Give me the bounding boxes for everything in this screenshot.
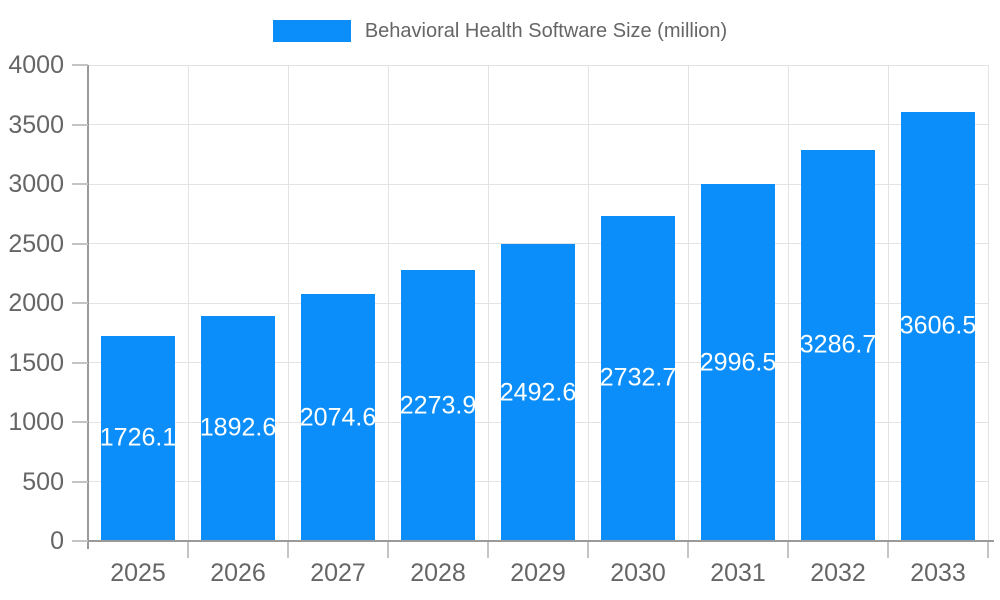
x-axis-tick	[187, 542, 189, 558]
gridline-vertical	[187, 65, 189, 541]
bar-value-label: 1726.1	[99, 423, 177, 452]
x-axis-tick	[687, 542, 689, 558]
bar-value-label: 2074.6	[299, 403, 377, 432]
x-axis-tick	[487, 542, 489, 558]
y-axis-tick	[72, 421, 88, 423]
x-axis-tick	[287, 542, 289, 558]
y-axis-tick	[72, 540, 88, 542]
bar-value-label: 2273.9	[399, 391, 477, 420]
gridline-vertical	[487, 65, 489, 541]
y-axis-tick-label: 2000	[8, 289, 64, 317]
y-axis-tick	[72, 480, 88, 483]
gridline-vertical	[887, 65, 889, 541]
legend-item[interactable]: Behavioral Health Software Size (million…	[272, 19, 728, 43]
plot-area: 1726.1 1892.6 2074.6 2273.9 2492.6 2732.7 2996…	[88, 64, 989, 541]
y-axis-line	[87, 65, 89, 549]
bar-value-label: 2996.5	[699, 348, 777, 377]
x-axis-tick-label: 2030	[610, 559, 666, 587]
bar-2027[interactable]: 2074.6	[299, 294, 377, 541]
bar-value-label: 3606.5	[899, 311, 977, 340]
bar-2025[interactable]: 1726.1	[99, 335, 177, 541]
y-axis-tick	[72, 302, 88, 304]
y-axis-tick	[72, 242, 88, 245]
bar-2033[interactable]: 3606.5	[899, 111, 977, 541]
y-axis-tick-label: 1500	[8, 348, 64, 377]
x-axis-line	[80, 540, 994, 542]
gridline-horizontal	[88, 124, 988, 125]
gridline-vertical	[787, 65, 789, 541]
x-axis-tick-label: 2031	[710, 559, 766, 587]
x-axis-tick-label: 2028	[410, 559, 466, 587]
bar-2028[interactable]: 2273.9	[399, 270, 477, 541]
bar-value-label: 2492.6	[499, 378, 577, 407]
gridline-horizontal	[88, 183, 988, 185]
legend-label: Behavioral Health Software Size (million…	[364, 19, 728, 42]
x-axis-tick	[987, 542, 989, 558]
bar-2029[interactable]: 2492.6	[499, 244, 577, 541]
gridline-vertical	[587, 65, 589, 541]
gridline-horizontal	[88, 243, 988, 244]
y-axis-tick-label: 1000	[8, 408, 64, 436]
x-axis-tick-label: 2025	[110, 559, 166, 587]
bar-2026[interactable]: 1892.6	[199, 315, 277, 541]
y-axis-tick	[72, 361, 88, 364]
x-axis-tick	[887, 542, 889, 558]
gridline-horizontal	[88, 64, 988, 66]
legend-swatch	[272, 20, 351, 42]
x-axis-tick	[587, 542, 589, 558]
y-axis-tick	[72, 123, 88, 126]
bar-2030[interactable]: 2732.7	[599, 215, 677, 541]
bar-value-label: 1892.6	[199, 413, 277, 442]
x-axis-tick-label: 2033	[910, 559, 966, 587]
legend: Behavioral Health Software Size (million…	[0, 14, 1000, 48]
y-axis-tick-label: 2500	[8, 229, 64, 258]
bar-2032[interactable]: 3286.7	[799, 149, 877, 541]
y-axis-tick-label: 0	[50, 527, 64, 555]
x-axis-tick	[387, 542, 389, 558]
x-axis-tick-label: 2027	[310, 559, 366, 587]
bar-value-label: 3286.7	[799, 330, 877, 359]
bar-2031[interactable]: 2996.5	[699, 184, 777, 541]
gridline-vertical	[687, 65, 689, 541]
x-axis-tick-label: 2026	[210, 559, 266, 587]
gridline-vertical	[987, 65, 989, 541]
y-axis-tick-label: 500	[22, 467, 64, 496]
bar-value-label: 2732.7	[599, 363, 677, 392]
y-axis-tick	[72, 64, 88, 66]
gridline-vertical	[287, 65, 289, 541]
y-axis-tick-label: 3500	[8, 110, 64, 139]
y-axis-tick-label: 4000	[8, 51, 64, 79]
y-axis-tick-label: 3000	[8, 170, 64, 198]
x-axis-tick-label: 2032	[810, 559, 866, 587]
x-axis-tick-label: 2029	[510, 559, 566, 587]
x-axis-tick	[787, 542, 789, 558]
gridline-vertical	[387, 65, 389, 541]
y-axis-tick	[72, 183, 88, 185]
